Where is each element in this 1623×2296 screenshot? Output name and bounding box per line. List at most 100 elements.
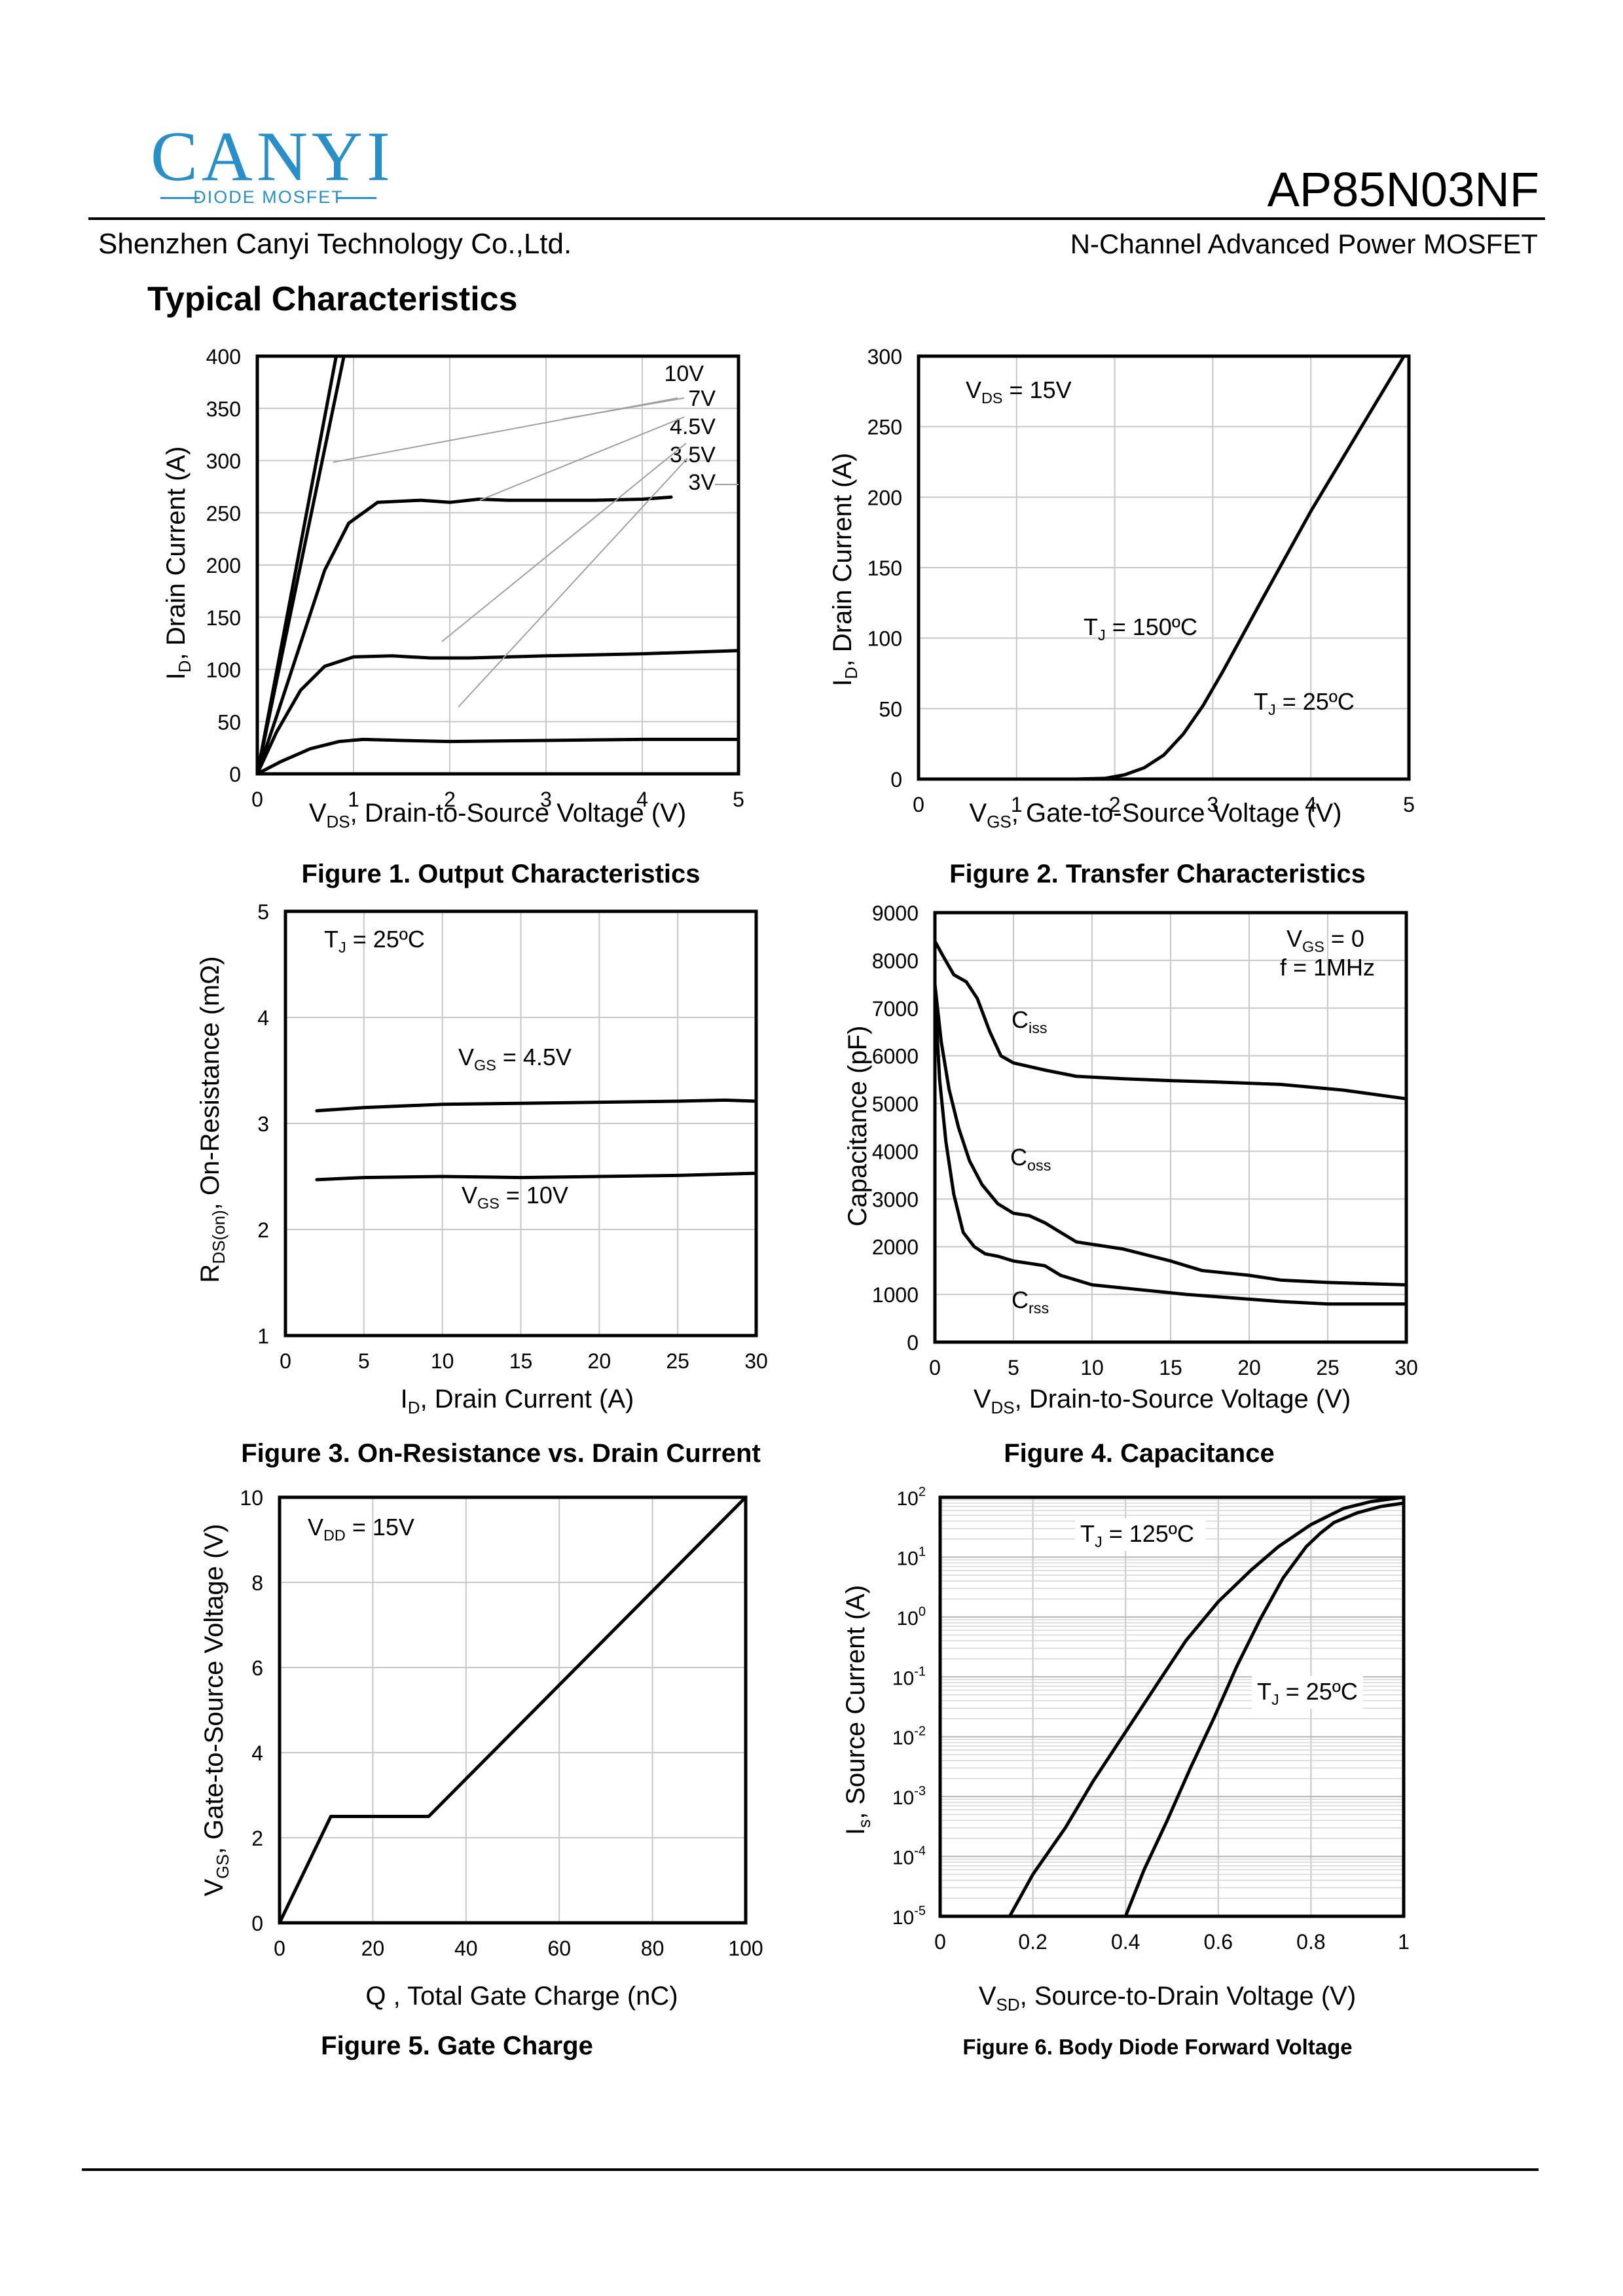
- figure-3-caption: Figure 3. On-Resistance vs. Drain Curren…: [241, 1439, 761, 1468]
- series-line: [933, 992, 1408, 1306]
- logo-wordmark: CANYI: [151, 118, 394, 196]
- logo-rule-right: [337, 197, 376, 199]
- y-tick-label: 100: [897, 1605, 926, 1630]
- x-tick-label: 15: [509, 1349, 533, 1373]
- legend-label-7V: 7V: [688, 386, 716, 411]
- canyi-logo: CANYI DIODE MOSFET: [151, 118, 394, 216]
- y-tick-label: 4: [251, 1741, 263, 1765]
- plot-frame: [933, 911, 1408, 1344]
- x-tick-label: 5: [733, 788, 744, 811]
- x-tick-label: 20: [588, 1349, 611, 1373]
- x-axis-title: VDS, Drain-to-Source Voltage (V): [974, 1385, 1351, 1417]
- x-axis-title: VGS, Gate-to-Source Voltage (V): [970, 799, 1342, 831]
- y-tick-label: 1000: [872, 1283, 919, 1307]
- y-tick-label: 5: [257, 900, 269, 924]
- y-tick-label: 102: [897, 1485, 926, 1510]
- y-axis-title: Capacitance (pF): [843, 1026, 872, 1227]
- plot-frame: [283, 909, 758, 1338]
- x-tick-label: 0: [913, 793, 924, 816]
- x-tick-label: 20: [361, 1937, 385, 1960]
- x-axis-title: ID, Drain Current (A): [401, 1385, 634, 1417]
- y-axis-title: RDS(on), On-Resistance (mΩ): [196, 956, 228, 1283]
- x-axis-title: VSD, Source-to-Drain Voltage (V): [979, 1982, 1356, 2014]
- y-tick-label: 100: [867, 627, 902, 651]
- y-tick-label: 50: [217, 710, 241, 734]
- y-axis-title: ID, Drain Current (A): [162, 446, 194, 680]
- x-tick-label: 3: [1207, 793, 1219, 816]
- y-tick-label: 10-4: [892, 1844, 926, 1869]
- chart-fig4: 0 5 10 15 20 25 30 0 1000 2000 3000 4000 5000 6000 700…: [872, 902, 1418, 1379]
- x-tick-label: 5: [1008, 1356, 1019, 1379]
- series-line: [255, 495, 673, 776]
- annotation-vdd: VDD = 15V: [308, 1514, 414, 1544]
- y-tick-label: 9000: [872, 902, 919, 925]
- series-line: [255, 354, 346, 776]
- x-tick-label: 4: [636, 788, 648, 811]
- y-tick-label: 0: [229, 763, 241, 786]
- plot-frame: [255, 354, 740, 776]
- y-tick-label: 200: [206, 554, 241, 577]
- label-vgs-4-5v: VGS = 4.5V: [458, 1044, 572, 1074]
- series-line: [278, 1495, 748, 1925]
- plot-frame: [938, 1495, 1406, 1918]
- y-tick-label: 3: [257, 1112, 269, 1136]
- x-tick-label: 10: [1080, 1356, 1104, 1379]
- x-axis-title: Q , Total Gate Charge (nC): [365, 1982, 678, 2011]
- y-tick-label: 101: [897, 1544, 926, 1569]
- y-tick-label: 10-3: [892, 1784, 926, 1809]
- y-tick-label: 4: [257, 1006, 269, 1030]
- x-tick-label: 40: [454, 1937, 478, 1960]
- y-axis-title: VGS, Gate-to-Source Voltage (V): [200, 1524, 232, 1897]
- series-line: [1123, 1501, 1406, 1918]
- label-tj-25: TJ = 25ºC: [1257, 1678, 1358, 1708]
- y-tick-label: 50: [879, 697, 902, 721]
- series-line: [255, 649, 740, 776]
- y-tick-label: 0: [907, 1331, 919, 1355]
- label-tj-125: TJ = 125ºC: [1080, 1520, 1194, 1550]
- footer-divider: [82, 2168, 1539, 2171]
- y-tick-label: 10: [240, 1486, 263, 1510]
- x-tick-label: 1: [1398, 1930, 1410, 1954]
- chart-fig3: 0 5 10 15 20 25 30 1 2 3 4 5: [257, 900, 768, 1373]
- x-tick-label: 100: [728, 1937, 763, 1960]
- annotation-tj: TJ = 25ºC: [324, 926, 425, 956]
- y-tick-label: 300: [867, 345, 902, 369]
- logo-subtitle: DIODE MOSFET: [193, 187, 344, 207]
- label-coss: Coss: [1010, 1144, 1051, 1174]
- y-tick-label: 3000: [872, 1188, 919, 1211]
- x-tick-label: 4: [1305, 793, 1317, 816]
- x-tick-label: 25: [1316, 1356, 1340, 1379]
- label-vgs-10v: VGS = 10V: [462, 1182, 568, 1212]
- logo-rule-left: [160, 197, 200, 199]
- y-tick-label: 100: [206, 659, 241, 682]
- series-line: [933, 982, 1408, 1286]
- x-tick-label: 1: [348, 788, 359, 811]
- x-tick-label: 15: [1159, 1356, 1182, 1379]
- series-line: [1074, 354, 1406, 781]
- y-tick-label: 7000: [872, 997, 919, 1021]
- x-tick-label: 20: [1237, 1356, 1261, 1379]
- x-tick-label: 0: [934, 1930, 946, 1954]
- legend-label-3V: 3V: [688, 470, 716, 495]
- company-name: Shenzhen Canyi Technology Co.,Ltd.: [98, 228, 572, 260]
- y-tick-label: 0: [251, 1912, 263, 1935]
- annotation-freq: f = 1MHz: [1280, 954, 1375, 981]
- chart-fig6: 0 0.2 0.4 0.6 0.8 1 10-5 10-4 10-3 10-2 10-1 100 101…: [892, 1485, 1410, 1954]
- y-tick-label: 5000: [872, 1093, 919, 1116]
- y-tick-label: 4000: [872, 1140, 919, 1163]
- x-tick-label: 10: [431, 1349, 454, 1373]
- y-tick-label: 150: [206, 606, 241, 630]
- leader-line: [441, 443, 687, 642]
- x-tick-label: 5: [1403, 793, 1415, 816]
- label-bg: [1252, 1676, 1363, 1709]
- legend-label-4-5V: 4.5V: [670, 414, 716, 439]
- label-bg: [1075, 1518, 1206, 1551]
- annotation-tj-150: TJ = 150ºC: [1084, 613, 1197, 644]
- y-tick-label: 10-2: [892, 1724, 926, 1749]
- annotation-vgs: VGS = 0: [1286, 925, 1364, 955]
- leader-line: [562, 397, 685, 420]
- label-crss: Crss: [1012, 1286, 1049, 1317]
- y-tick-label: 10-1: [892, 1664, 926, 1689]
- x-axis-title: VDS, Drain-to-Source Voltage (V): [309, 799, 686, 831]
- y-tick-label: 10-5: [892, 1904, 926, 1929]
